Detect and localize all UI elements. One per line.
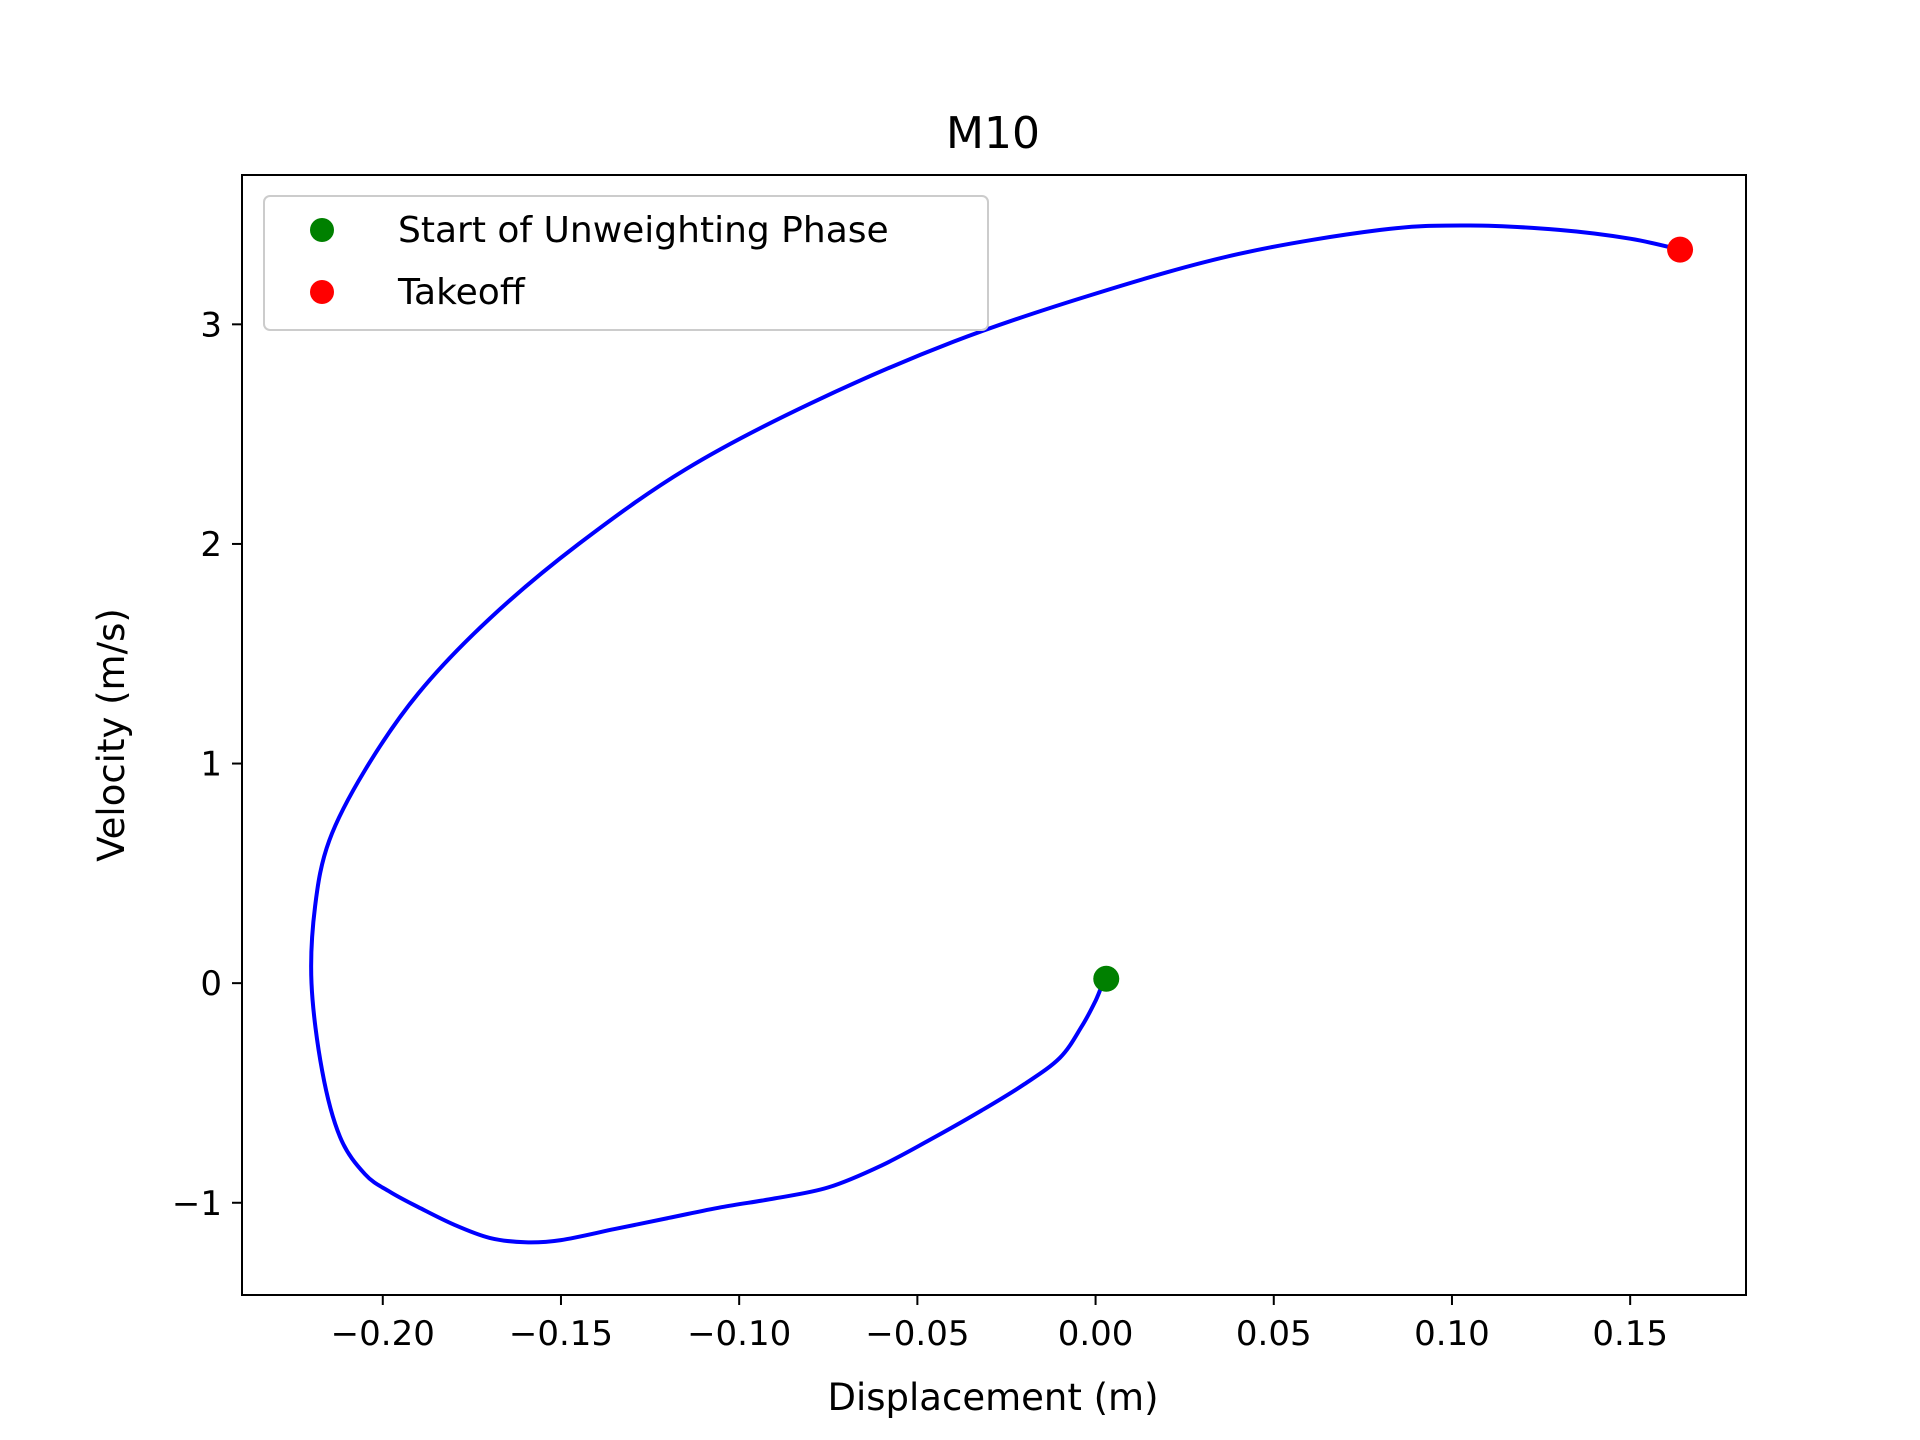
marker-points	[1093, 236, 1694, 992]
y-axis-ticks: −1 0 1 2 3	[172, 305, 242, 1224]
x-tick-label: −0.10	[687, 1314, 791, 1354]
legend-box	[263, 195, 989, 331]
y-tick-label: −1	[172, 1184, 222, 1224]
y-tick-label: 1	[200, 745, 222, 785]
y-axis-label: Velocity (m/s)	[90, 608, 133, 862]
series-line	[309, 223, 1683, 1245]
takeoff-marker	[1667, 236, 1694, 263]
x-tick-label: 0.15	[1592, 1314, 1668, 1354]
x-axis-ticks: −0.20 −0.15 −0.10 −0.05 0.00 0.05 0.10 0.15	[331, 1295, 1668, 1354]
legend-marker-start	[310, 218, 334, 242]
y-tick-label: 2	[200, 525, 222, 565]
plot-frame	[241, 174, 1747, 1296]
x-axis-label: Displacement (m)	[827, 1376, 1158, 1419]
x-tick-label: −0.05	[865, 1314, 969, 1354]
x-tick-label: −0.15	[509, 1314, 613, 1354]
legend-label-start: Start of Unweighting Phase	[398, 210, 889, 251]
x-tick-label: 0.05	[1236, 1314, 1312, 1354]
legend-label-takeoff: Takeoff	[397, 272, 526, 313]
start-of-unweighting-marker	[1093, 965, 1120, 992]
legend-marker-takeoff	[310, 280, 334, 304]
legend: Start of Unweighting Phase Takeoff	[263, 195, 989, 331]
x-tick-label: 0.00	[1058, 1314, 1134, 1354]
chart-title: M10	[946, 108, 1040, 159]
x-tick-label: 0.10	[1414, 1314, 1490, 1354]
x-tick-label: −0.20	[331, 1314, 435, 1354]
y-tick-label: 3	[200, 305, 222, 345]
plot-area	[309, 223, 1694, 1245]
y-tick-label: 0	[200, 964, 222, 1004]
